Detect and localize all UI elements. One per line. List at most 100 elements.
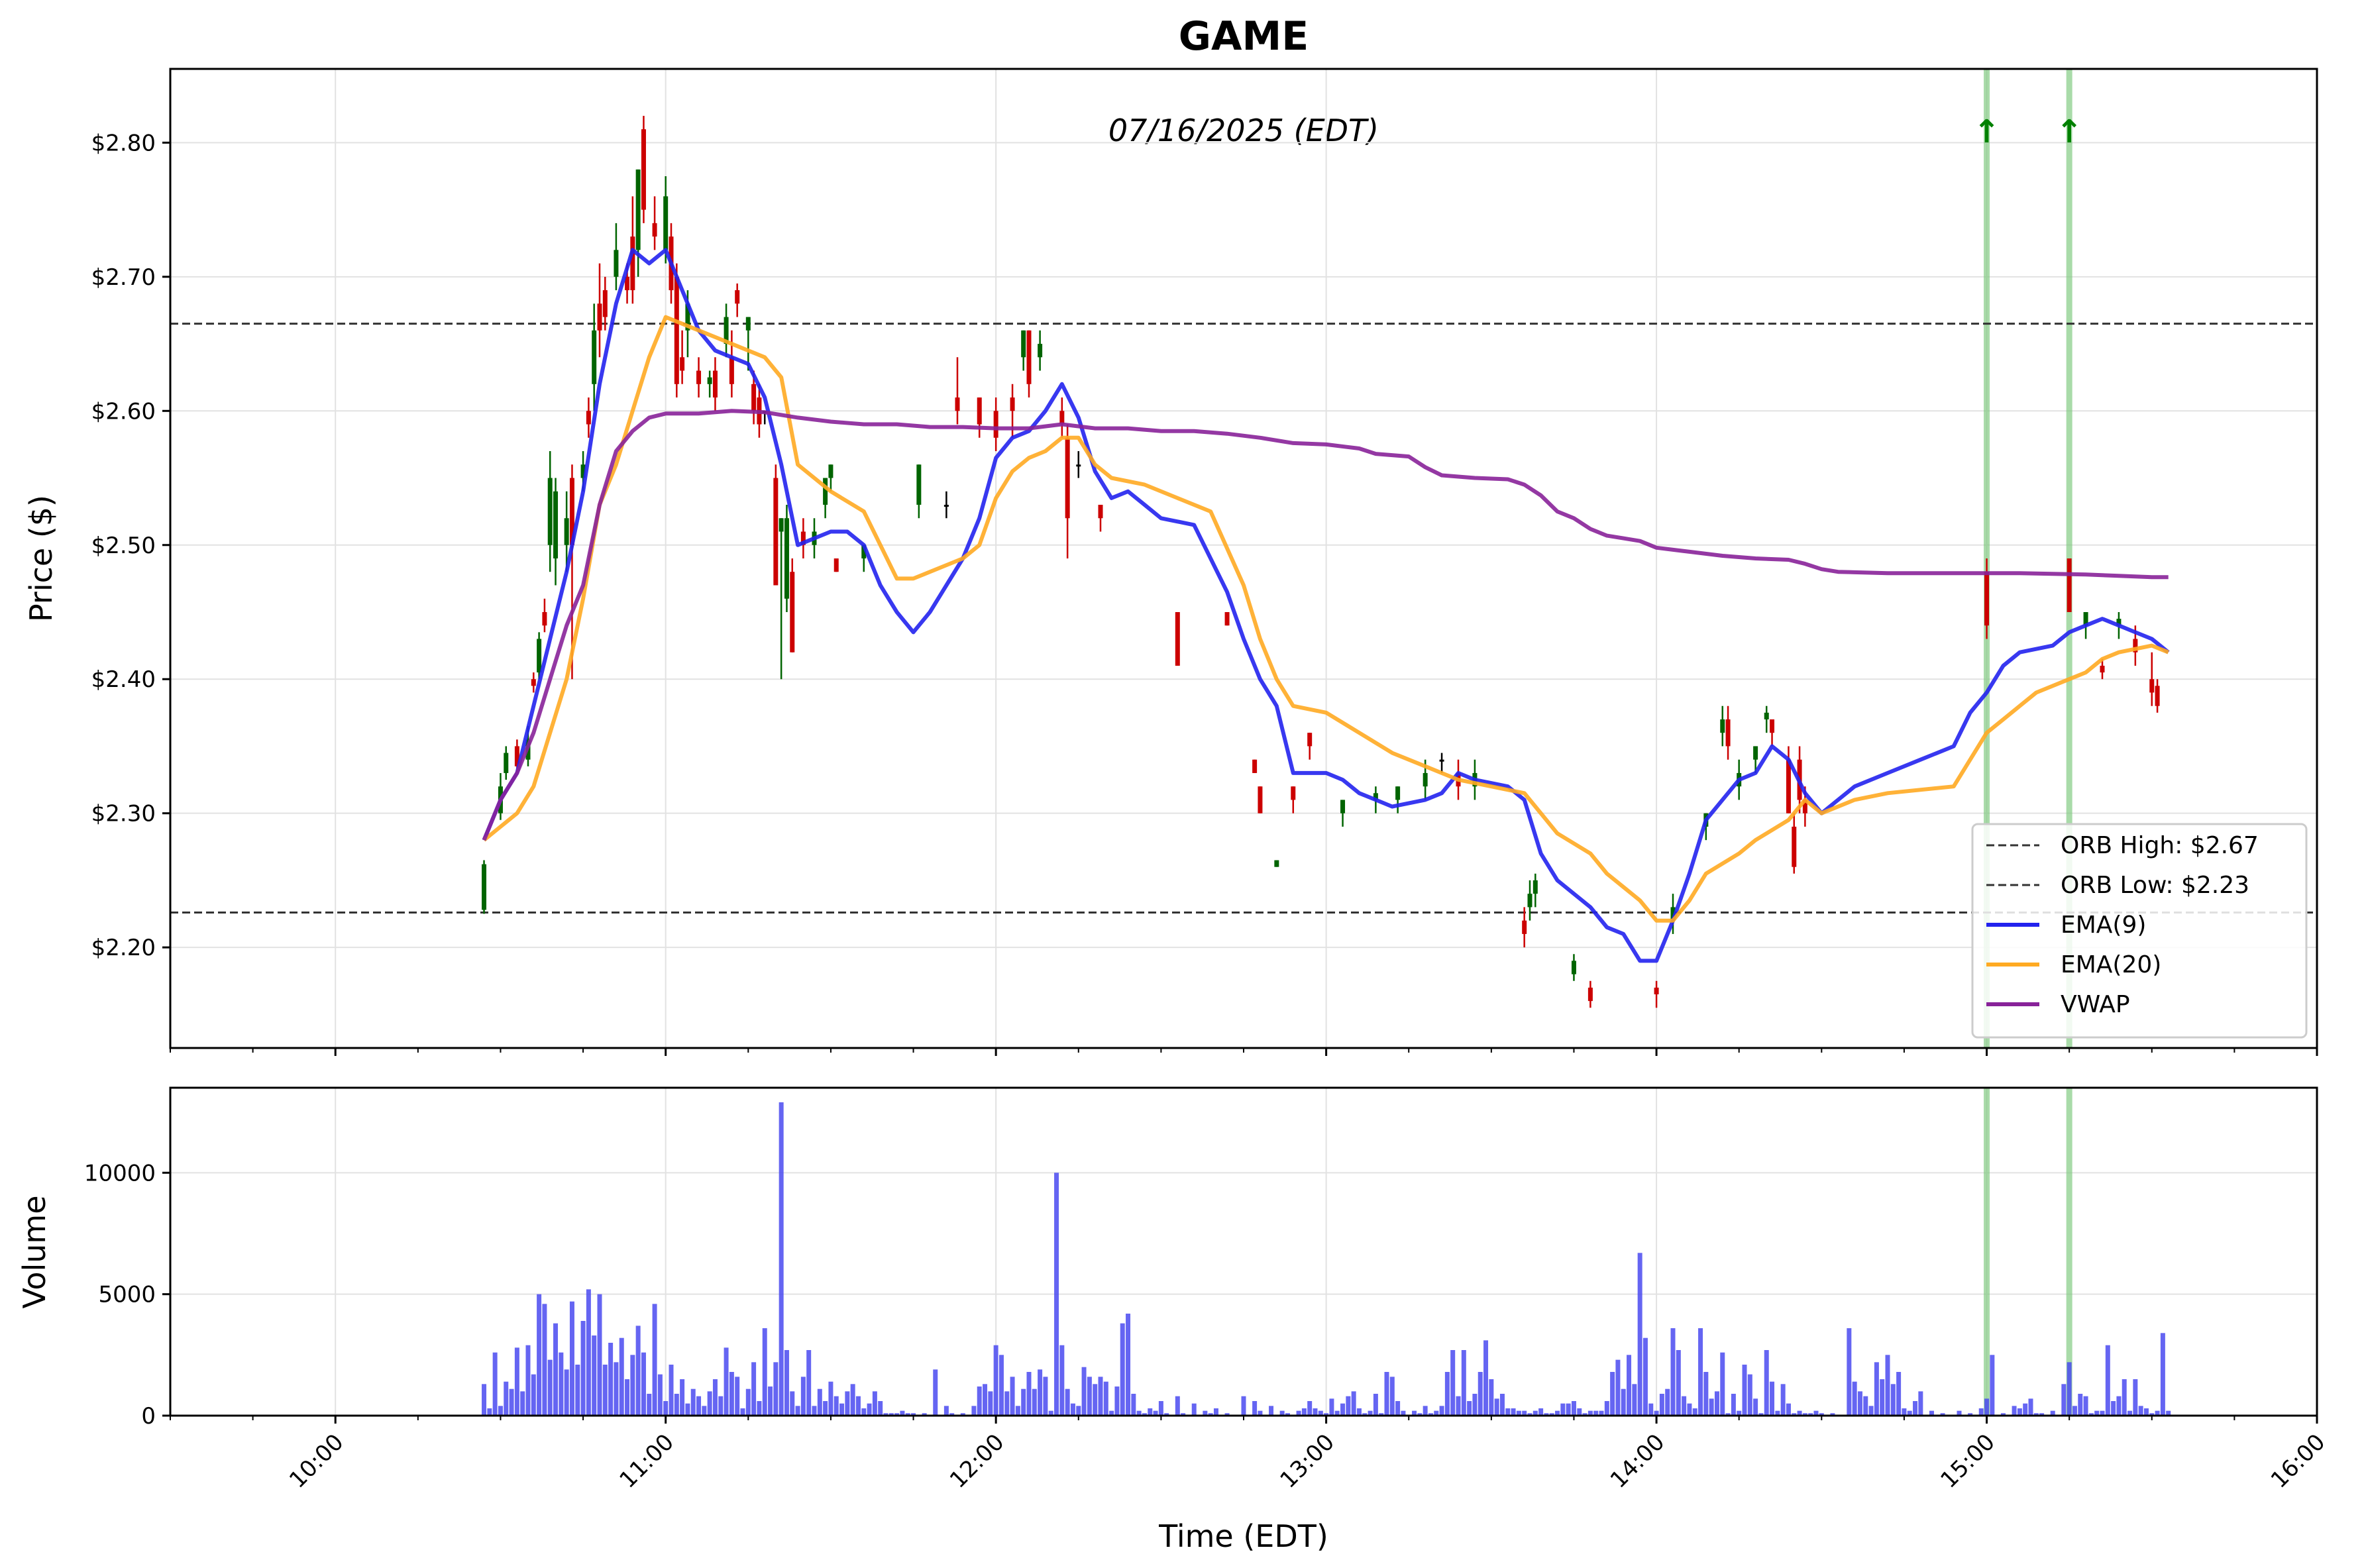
volume-bar — [833, 1396, 839, 1416]
volume-bar — [586, 1289, 591, 1416]
volume-bar — [1863, 1396, 1868, 1416]
candle-body — [2149, 679, 2155, 693]
candle-body — [2133, 639, 2138, 653]
candle-body — [564, 518, 569, 545]
volume-bar — [1703, 1372, 1709, 1416]
candle-body — [943, 505, 949, 507]
volume-y-ticks: 0 5000 10000 — [84, 1160, 170, 1430]
volume-bar — [1131, 1394, 1136, 1416]
volume-bar — [795, 1406, 800, 1416]
volume-bar — [1621, 1388, 1626, 1416]
volume-bar — [2028, 1398, 2033, 1416]
volume-bar — [625, 1379, 630, 1416]
candle-body — [1291, 786, 1296, 800]
volume-bar — [2100, 1410, 2105, 1416]
candle-body — [1527, 894, 1533, 908]
volume-bar — [1582, 1413, 1587, 1416]
volume-bar — [1203, 1410, 1208, 1416]
candle-body — [1252, 759, 1258, 773]
volume-bar — [1874, 1362, 1879, 1416]
volume-bar — [663, 1401, 669, 1416]
volume-bar — [2094, 1410, 2100, 1416]
volume-bar — [1434, 1410, 1439, 1416]
candle-body — [685, 303, 690, 331]
volume-bar — [1258, 1410, 1263, 1416]
volume-bar — [922, 1413, 927, 1416]
candle-body — [1274, 860, 1279, 867]
volume-bar — [1004, 1391, 1010, 1416]
volume-bar — [1467, 1401, 1472, 1416]
volume-bar — [839, 1403, 845, 1416]
volume-bar — [685, 1403, 690, 1416]
volume-bar — [1852, 1381, 1857, 1416]
volume-bar — [779, 1102, 784, 1416]
volume-bar — [1301, 1408, 1307, 1416]
volume-bar — [1334, 1410, 1340, 1416]
candle-body — [773, 478, 779, 586]
volume-bar — [1676, 1350, 1681, 1416]
candle-body — [1423, 772, 1428, 787]
volume-bar — [1093, 1384, 1098, 1416]
volume-bar — [2111, 1401, 2116, 1416]
volume-bar — [1599, 1410, 1604, 1416]
volume-bar — [712, 1379, 718, 1416]
candle-body — [1038, 344, 1043, 358]
candle-body — [724, 317, 729, 344]
volume-bar — [1670, 1328, 1676, 1416]
volume-bar — [1499, 1394, 1505, 1416]
candle-body — [1340, 800, 1346, 813]
volume-bar — [2122, 1379, 2127, 1416]
volume-bar — [724, 1347, 729, 1416]
volume-bar — [509, 1388, 514, 1416]
volume-ytick-label: 5000 — [98, 1282, 156, 1308]
x-tick-label: 12:00 — [945, 1429, 1010, 1494]
signal-arrow-icon: ↑ — [1973, 113, 2000, 150]
volume-bar — [905, 1413, 910, 1416]
volume-bar — [1654, 1410, 1659, 1416]
volume-bar — [735, 1377, 740, 1416]
candle-body — [1725, 719, 1731, 747]
candle-body — [1021, 330, 1026, 358]
volume-bar — [602, 1365, 608, 1416]
candle-body — [542, 611, 547, 626]
volume-bar — [1136, 1410, 1142, 1416]
volume-bar — [2116, 1396, 2122, 1416]
volume-bar — [1379, 1413, 1384, 1416]
legend-label-ema-20: EMA(20) — [2061, 951, 2161, 978]
volume-bar — [531, 1374, 536, 1416]
volume-bar — [1269, 1406, 1274, 1416]
volume-bar — [740, 1408, 745, 1416]
volume-bar — [2039, 1413, 2045, 1416]
volume-axes-frame — [169, 1086, 2318, 1417]
legend-label-orb-high: ORB High: $2.67 — [2061, 832, 2259, 859]
volume-bar — [580, 1321, 586, 1416]
candle-body — [1224, 611, 1230, 626]
volume-bar — [1142, 1413, 1147, 1416]
volume-bar — [1659, 1394, 1664, 1416]
volume-bar — [1103, 1381, 1108, 1416]
volume-bar — [1054, 1173, 1059, 1416]
volume-bar — [569, 1301, 574, 1416]
volume-bar — [1747, 1374, 1752, 1416]
volume-bar — [812, 1406, 817, 1416]
volume-bar — [1764, 1350, 1769, 1416]
price-ytick-label: $2.20 — [91, 935, 156, 961]
volume-bar — [1114, 1386, 1120, 1416]
volume-bar — [482, 1384, 487, 1416]
volume-bar — [745, 1388, 751, 1416]
volume-bar — [1489, 1379, 1494, 1416]
candle-body — [800, 531, 806, 545]
volume-bar — [553, 1323, 559, 1416]
volume-bar — [1087, 1377, 1092, 1416]
volume-bar — [1555, 1410, 1560, 1416]
volume-bar — [1285, 1413, 1290, 1416]
volume-bar — [1968, 1413, 1973, 1416]
volume-bar — [1775, 1410, 1780, 1416]
candle-body — [735, 290, 740, 304]
volume-bar — [614, 1362, 619, 1416]
volume-bar — [888, 1413, 894, 1416]
volume-bar — [806, 1350, 812, 1416]
volume-bar — [575, 1365, 580, 1416]
volume-bar — [784, 1350, 789, 1416]
